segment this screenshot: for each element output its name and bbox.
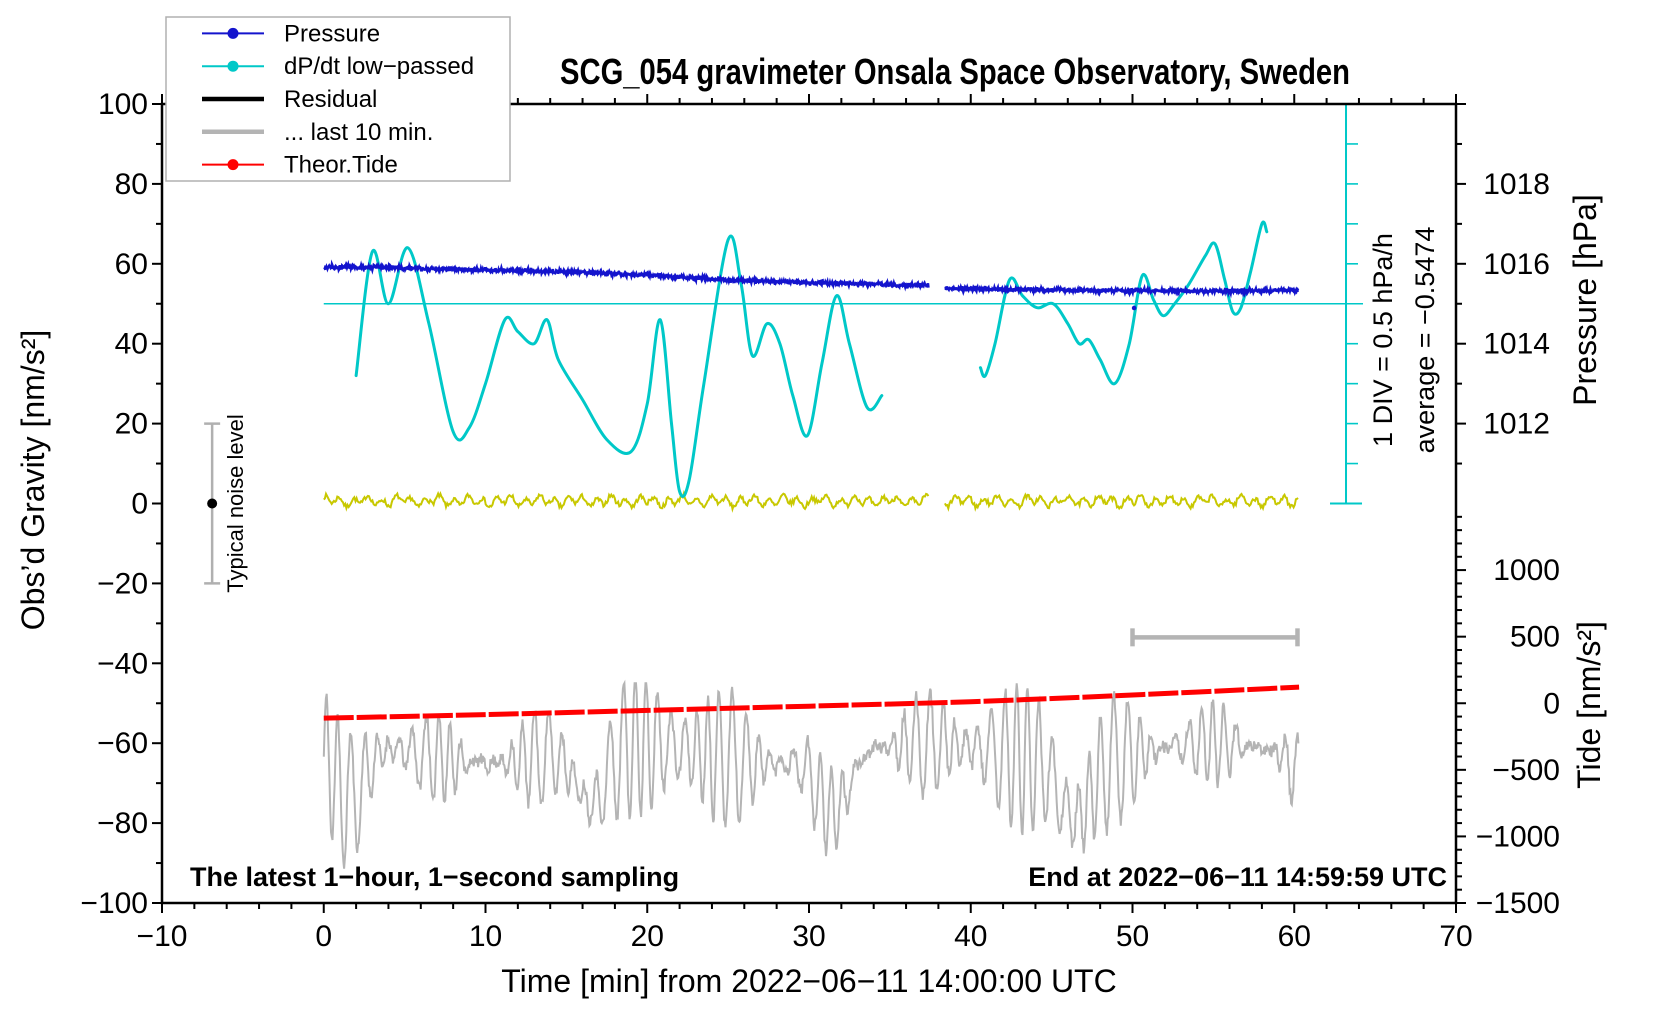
series-residual-lowpass-b	[944, 492, 1299, 512]
gravity-tick-label: −20	[97, 567, 148, 600]
last10-bracket	[1130, 628, 1300, 647]
pressure-tick-label: 1016	[1483, 248, 1550, 281]
series-dpdt-a	[354, 234, 884, 499]
legend-box: Pressure dP/dt low−passed Residual ... last…	[165, 16, 511, 182]
legend-item-label: Pressure	[284, 20, 380, 47]
x-tick-label: 20	[631, 920, 664, 953]
gravity-tick-label: 80	[115, 168, 148, 201]
chart-title: SCG_054 gravimeter Onsala Space Observat…	[560, 51, 1350, 92]
legend-sample-dot	[227, 60, 239, 72]
legend-sample-dot	[227, 159, 239, 171]
x-tick-label: 0	[315, 920, 332, 953]
div-scale-bar	[1330, 104, 1363, 505]
x-axis-title: Time [min] from 2022−06−11 14:00:00 UTC	[501, 963, 1116, 999]
pressure-outlier-dot	[1131, 305, 1137, 311]
legend-item-label: ... last 10 min.	[284, 119, 433, 146]
legend-item-residual: Residual	[202, 86, 377, 113]
pressure-axis-title: Pressure [hPa]	[1567, 194, 1603, 406]
gravity-axis-title: Obs’d Gravity [nm/s²]	[15, 330, 51, 631]
axis-gravity-ticks: −100 −80 −60 −40 −20 0 20 40 60 80 100	[80, 88, 148, 920]
noise-level-dot	[207, 498, 218, 509]
typical-noise-label: Typical noise level	[223, 414, 248, 593]
x-tick-label: 70	[1439, 920, 1472, 953]
legend-item-label: dP/dt low−passed	[284, 53, 474, 80]
gravity-tick-label: 40	[115, 328, 148, 361]
tide-tick-label: 0	[1543, 687, 1560, 720]
series-pressure-a	[323, 259, 930, 292]
x-tick-label: 10	[469, 920, 502, 953]
series-theor-tide	[323, 684, 1300, 721]
tide-tick-label: 1000	[1493, 554, 1560, 587]
gravity-tick-label: −40	[97, 647, 148, 680]
legend-item-dp-dt-low-passed: dP/dt low−passed	[202, 53, 474, 80]
gravity-tick-label: 60	[115, 248, 148, 281]
gravity-tick-label: 0	[131, 488, 148, 521]
x-tick-label: 60	[1278, 920, 1311, 953]
pressure-tick-label: 1012	[1483, 408, 1550, 441]
legend-item-label: Residual	[284, 86, 377, 113]
tide-tick-label: −500	[1492, 754, 1560, 787]
legend-item-label: Theor.Tide	[284, 152, 398, 179]
axis-tide-ticks: 1000 500 0 −500 −1000 −1500	[1476, 554, 1560, 920]
pressure-tick-label: 1014	[1483, 328, 1550, 361]
gravity-tick-label: −80	[97, 807, 148, 840]
noise-errorbar	[204, 422, 221, 585]
tide-tick-label: 500	[1510, 621, 1560, 654]
series-last10min	[322, 679, 1300, 869]
legend-item-pressure: Pressure	[202, 20, 380, 47]
gravity-tick-label: 100	[98, 88, 148, 121]
tide-axis-title: Tide [nm/s²]	[1571, 621, 1607, 789]
average-label: average = −0.5474	[1410, 227, 1440, 454]
series-residual-lowpass-a	[323, 489, 930, 513]
footer-left: The latest 1−hour, 1−second sampling	[190, 862, 679, 892]
footer-right: End at 2022−06−11 14:59:59 UTC	[1028, 862, 1447, 892]
x-tick-label: 30	[792, 920, 825, 953]
legend-item--last-10-min-: ... last 10 min.	[202, 119, 433, 146]
legend-item-theor-tide: Theor.Tide	[202, 152, 398, 179]
pressure-tick-label: 1018	[1483, 168, 1550, 201]
x-tick-label: −10	[137, 920, 188, 953]
gravity-tick-label: 20	[115, 408, 148, 441]
series-pressure-b	[944, 282, 1300, 299]
tide-tick-label: −1500	[1476, 887, 1560, 920]
x-tick-label: 40	[954, 920, 987, 953]
gravity-tick-label: −100	[80, 887, 148, 920]
gravity-tick-label: −60	[97, 727, 148, 760]
axis-x-ticks: −10 0 10 20 30 40 50 60 70	[137, 920, 1473, 953]
x-tick-label: 50	[1116, 920, 1149, 953]
axis-pressure-ticks: 1012 1014 1016 1018	[1483, 168, 1550, 441]
legend-sample-dot	[227, 27, 239, 39]
div-scale-label: 1 DIV = 0.5 hPa/h	[1368, 233, 1398, 447]
tide-tick-label: −1000	[1476, 820, 1560, 853]
plot-area	[322, 220, 1300, 869]
series-dpdt-b	[978, 220, 1269, 386]
